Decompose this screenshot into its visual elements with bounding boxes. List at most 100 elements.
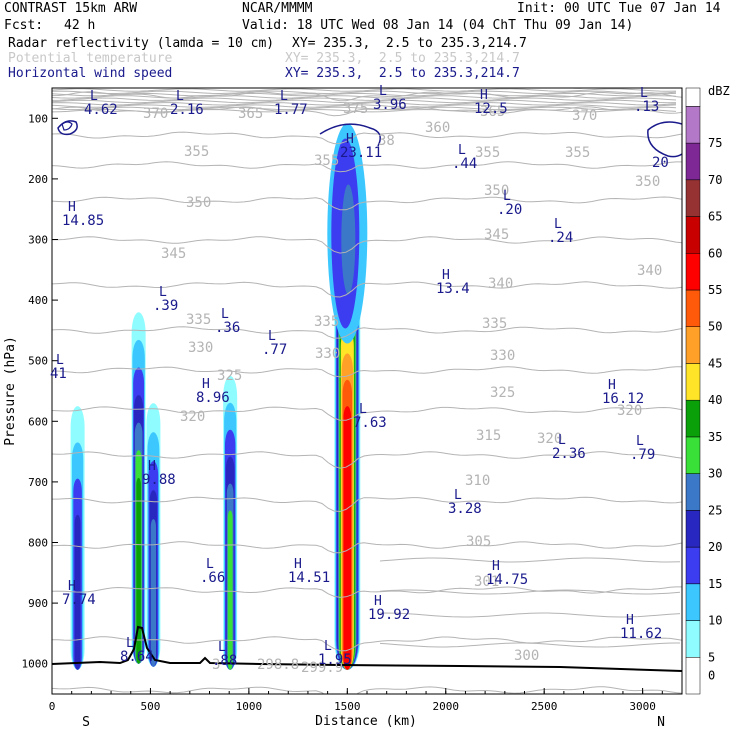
wind-extremum-type: L <box>458 143 466 158</box>
colorbar-box-35 <box>685 399 701 438</box>
theta-label: 355 <box>565 145 590 161</box>
wind-extremum-type: H <box>68 200 76 215</box>
wind-extremum-high: H14.51 <box>288 557 330 586</box>
wind-extremum-value: 23.11 <box>340 145 382 161</box>
theta-label: 375 <box>343 101 368 117</box>
theta-low-contour-2 <box>379 589 681 595</box>
wind-extremum-high: H16.12 <box>602 378 644 407</box>
reflectivity-cell-2-35dbz <box>136 477 141 664</box>
wind-extremum-type: H <box>294 557 302 572</box>
wind-extremum-type: L <box>558 433 566 448</box>
x-tick-label-0: 0 <box>49 700 56 713</box>
colorbar-title: dBZ <box>708 84 730 98</box>
theta-contour-3 <box>52 106 682 117</box>
theta-label: 320 <box>537 431 562 447</box>
forecast-hours: 42 h <box>64 18 96 33</box>
field-reflectivity-name: Radar reflectivity (lamda = 10 cm) <box>8 36 275 51</box>
colorbar-box-65 <box>685 179 701 217</box>
theta-contour-6 <box>52 196 682 211</box>
theta-label: 335 <box>186 312 211 328</box>
anvil-inner <box>341 184 356 295</box>
wind-extremum-value: 20 <box>652 155 669 171</box>
wind-extremum-type: L <box>324 639 332 654</box>
colorbar-label-20: 20 <box>708 540 722 554</box>
wind-extremum-type: H <box>442 268 450 283</box>
wind-extremum-value: .66 <box>200 570 225 586</box>
south-label: S <box>82 715 90 730</box>
wind-extremum-value: 9.88 <box>142 472 176 488</box>
theta-band-8 <box>52 104 677 108</box>
wind-extremum-high: H13.4 <box>436 268 470 297</box>
x-tick-label-500: 500 <box>141 700 161 713</box>
wind-extremum-high: H11.62 <box>620 613 662 642</box>
wind-extremum-type: L <box>268 329 276 344</box>
theta-label: 370 <box>572 108 597 124</box>
y-tick-label-800: 800 <box>28 537 48 550</box>
theta-label: 345 <box>161 246 186 262</box>
wind-extremum-value: 14.51 <box>288 570 330 586</box>
theta-contour-12 <box>52 451 682 469</box>
theta-band-4 <box>52 95 677 99</box>
colorbar-box-60 <box>685 216 701 254</box>
theta-contour-7 <box>52 236 682 254</box>
colorbar-box-70 <box>685 142 701 181</box>
theta-band-2 <box>52 90 677 95</box>
theta-label: 365 <box>480 104 505 120</box>
wind-extremum-value: 13.4 <box>436 281 470 297</box>
wind-extremum-value: 19.92 <box>368 607 410 623</box>
wind-extremum-value: 16.12 <box>602 391 644 407</box>
colorbar-box-0 <box>685 657 701 695</box>
colorbar-box-15 <box>685 546 701 585</box>
wind-extremum-value: 12.5 <box>474 101 508 117</box>
colorbar: 0 5 10 15 20 25 30 35 40 45 50 55 60 65 70 75 <box>685 87 722 695</box>
theta-band-10 <box>52 108 677 113</box>
wind-contour-loop-west <box>57 120 78 136</box>
wind-extremum-type: H <box>480 88 488 103</box>
north-label: N <box>657 715 665 730</box>
x-axis-title: Distance (km) <box>315 714 417 729</box>
wind-extremum-low: L3.96 <box>373 84 407 113</box>
theta-contour-14 <box>52 541 682 554</box>
colorbar-label-15: 15 <box>708 577 722 591</box>
wind-contour-loop-west-inner <box>61 121 73 131</box>
y-tick-label-700: 700 <box>28 476 48 489</box>
wind-extremum-type: L <box>503 189 511 204</box>
field-reflectivity-xy: XY= 235.3, 2.5 to 235.3,214.7 <box>292 36 527 51</box>
model-title: CONTRAST 15km ARW <box>4 1 138 16</box>
x-tick-label-2000: 2000 <box>433 700 460 713</box>
wind-extremum-value: .36 <box>215 320 240 336</box>
wind-extremum-low: L.44 <box>452 143 477 172</box>
wind-contour-loop-east <box>647 121 682 158</box>
theta-contour-16 <box>52 636 682 652</box>
colorbar-label-60: 60 <box>708 246 722 260</box>
wind-extremum-low: L.39 <box>153 285 178 314</box>
colorbar-top-box <box>685 87 701 107</box>
wind-extremum-value: 3.28 <box>448 501 482 517</box>
theta-label: 335 <box>314 314 339 330</box>
colorbar-label-55: 55 <box>708 283 722 297</box>
colorbar-box-55 <box>685 253 701 291</box>
theta-contour-4 <box>52 131 682 145</box>
wind-extremum-type: H <box>346 132 354 147</box>
wind-extremum-value: .39 <box>153 298 178 314</box>
wind-extremum-low: L.24 <box>548 217 573 246</box>
theta-label: 3 <box>212 657 220 673</box>
theta-label: 340 <box>488 276 513 292</box>
colorbar-box-30 <box>685 436 701 474</box>
wind-extremum-low: L1.77 <box>274 89 308 118</box>
colorbar-box-40 <box>685 363 701 401</box>
theta-contour-17 <box>52 686 682 694</box>
colorbar-label-70: 70 <box>708 173 722 187</box>
theta-label: 360 <box>425 120 450 136</box>
valid-time: Valid: 18 UTC Wed 08 Jan 14 (04 ChT Thu … <box>242 18 634 33</box>
theta-label: 370 <box>143 106 168 122</box>
wind-extremum-low: L41 <box>50 353 67 382</box>
theta-label: 325 <box>490 385 515 401</box>
wind-extremum-type: H <box>374 594 382 609</box>
wind-extremum-value: .13 <box>634 99 659 115</box>
theta-label: 320 <box>617 403 642 419</box>
y-tick-label-600: 600 <box>28 415 48 428</box>
wind-extremum-value: 41 <box>50 366 67 382</box>
source-label: NCAR/MMMM <box>242 1 313 16</box>
theta-label: 330 <box>315 346 340 362</box>
